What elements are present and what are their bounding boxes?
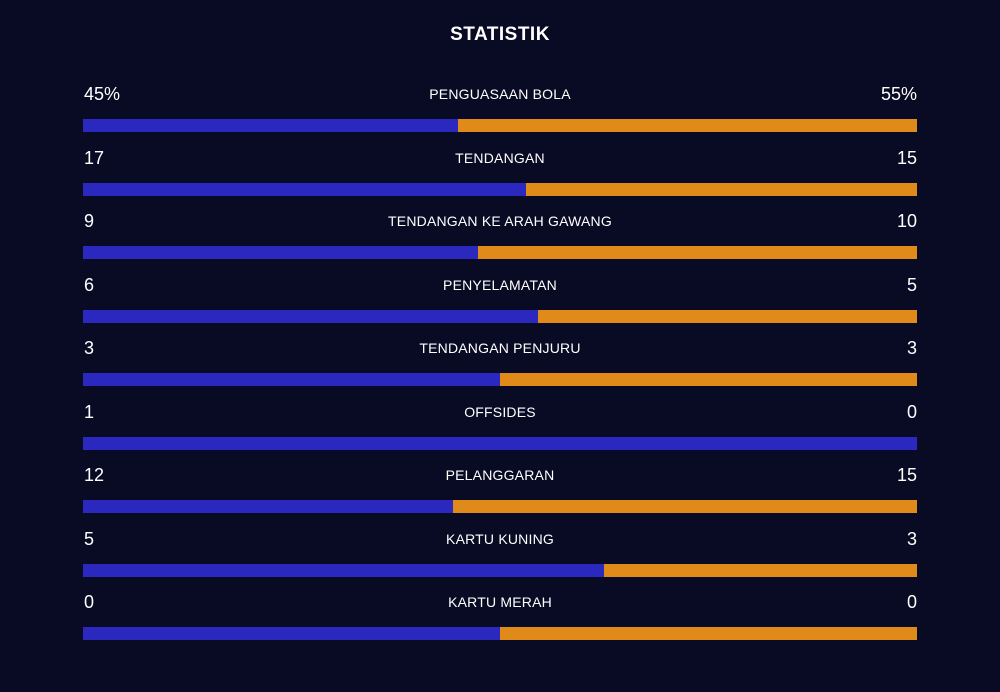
stat-label: TENDANGAN — [455, 149, 545, 166]
stat-row-yellow-cards: 5 KARTU KUNING 3 — [83, 523, 917, 587]
stat-label: OFFSIDES — [464, 403, 536, 420]
home-bar-fill — [83, 119, 459, 132]
comparison-bar — [83, 500, 917, 513]
comparison-bar — [83, 563, 917, 577]
home-bar-fill — [83, 500, 454, 513]
stat-row-fouls: 12 PELANGGARAN 15 — [83, 459, 917, 523]
comparison-bar — [83, 373, 917, 386]
home-value: 3 — [84, 338, 95, 358]
away-value: 0 — [906, 592, 917, 612]
stats-title: STATISTIK — [450, 24, 550, 45]
away-value: 15 — [896, 465, 917, 485]
home-value: 6 — [84, 274, 95, 295]
home-value: 1 — [84, 401, 95, 422]
home-bar-fill — [83, 246, 479, 259]
home-bar-fill — [83, 627, 500, 640]
home-value: 17 — [84, 147, 105, 168]
stat-label: PENGUASAAN BOLA — [429, 86, 571, 102]
home-value: 9 — [84, 211, 95, 231]
home-bar-fill — [83, 373, 500, 386]
comparison-bar — [83, 246, 917, 259]
stat-row-offsides: 1 OFFSIDES 0 — [83, 396, 917, 460]
stat-label: TENDANGAN KE ARAH GAWANG — [388, 213, 612, 229]
stat-label: PENYELAMATAN — [443, 276, 557, 293]
home-bar-fill — [83, 182, 526, 196]
comparison-bar — [83, 309, 917, 323]
stat-row-red-cards: 0 KARTU MERAH 0 — [83, 586, 917, 650]
away-value: 0 — [906, 401, 917, 422]
away-value: 3 — [906, 528, 917, 549]
home-bar-fill — [83, 563, 605, 577]
away-value: 10 — [896, 211, 917, 231]
home-value: 0 — [84, 592, 95, 612]
away-value: 55% — [880, 84, 917, 104]
home-value: 45% — [84, 84, 121, 104]
comparison-bar — [83, 119, 917, 132]
away-value: 15 — [896, 147, 917, 168]
stat-row-possession: 45% PENGUASAAN BOLA 55% — [83, 78, 917, 142]
stat-label: TENDANGAN PENJURU — [419, 340, 581, 356]
comparison-bar — [83, 182, 917, 196]
stats-list: 45% PENGUASAAN BOLA 55% 17 TENDANGAN 1 5 … — [83, 78, 917, 650]
home-bar-fill — [83, 436, 917, 450]
stat-label: KARTU KUNING — [446, 530, 554, 547]
stat-row-shots: 17 TENDANGAN 15 — [83, 142, 917, 206]
home-value: 12 — [84, 465, 105, 485]
comparison-bar — [83, 627, 917, 640]
stat-label: KARTU MERAH — [448, 594, 552, 610]
stat-label: PELANGGARAN — [445, 467, 555, 483]
comparison-bar — [83, 436, 917, 450]
stat-row-shots-on-target: 9 TENDANGAN KE ARAH GAWANG 10 — [83, 205, 917, 269]
away-value: 5 — [906, 274, 917, 295]
away-value: 3 — [906, 338, 917, 358]
home-value: 5 — [84, 528, 95, 549]
stat-row-corners: 3 TENDANGAN PENJURU 3 — [83, 332, 917, 396]
home-bar-fill — [83, 309, 538, 323]
stat-row-saves: 6 PENYELAMATAN 5 — [83, 269, 917, 333]
